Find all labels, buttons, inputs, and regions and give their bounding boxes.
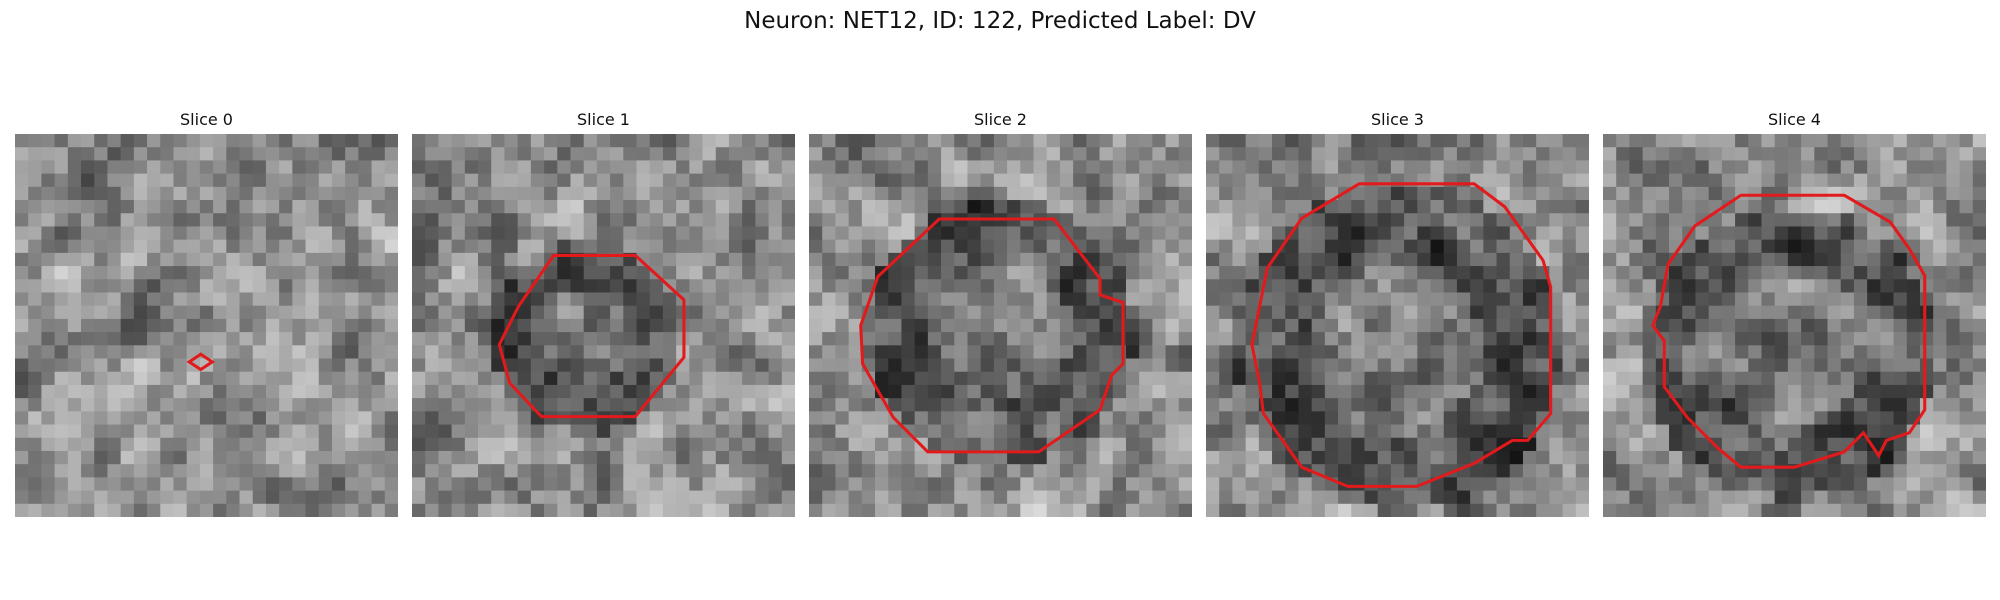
slice-image <box>412 134 795 517</box>
slice-title: Slice 0 <box>180 110 233 129</box>
slice-image <box>15 134 398 517</box>
slice-title: Slice 4 <box>1768 110 1821 129</box>
slice-panel-3: Slice 3 <box>1206 110 1589 517</box>
cell-contour <box>859 217 1125 454</box>
slice-title: Slice 1 <box>577 110 630 129</box>
cell-contour <box>1250 182 1553 488</box>
figure-title: Neuron: NET12, ID: 122, Predicted Label:… <box>744 8 1256 34</box>
cell-contour <box>1651 193 1927 469</box>
slice-image <box>809 134 1192 517</box>
slice-panel-2: Slice 2 <box>809 110 1192 517</box>
slice-panel-0: Slice 0 <box>15 110 398 517</box>
slice-panel-1: Slice 1 <box>412 110 795 517</box>
slice-title: Slice 3 <box>1371 110 1424 129</box>
slice-title: Slice 2 <box>974 110 1027 129</box>
slice-panel-4: Slice 4 <box>1603 110 1986 517</box>
slice-image <box>1206 134 1589 517</box>
cell-contour <box>497 253 686 419</box>
slice-image <box>1603 134 1986 517</box>
cell-contour <box>186 352 216 372</box>
